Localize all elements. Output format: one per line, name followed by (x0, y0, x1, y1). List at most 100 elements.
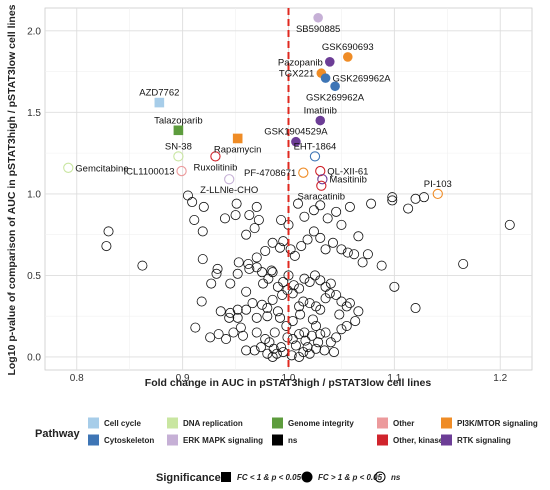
ns-point (357, 257, 368, 268)
ns-point (224, 312, 235, 323)
ns-point (213, 329, 224, 340)
ns-point (275, 242, 286, 253)
point-label: GSK1904529A (264, 127, 328, 138)
point-label: Talazoparib (154, 115, 203, 126)
labeled-point-open (63, 162, 74, 173)
ns-point (232, 304, 243, 315)
sig-point-circle (320, 73, 331, 83)
labeled-point-open (309, 151, 321, 162)
ns-point (228, 327, 239, 338)
ns-point (243, 259, 254, 270)
ns-point (241, 229, 252, 240)
ns-point (241, 286, 252, 297)
ns-point (197, 226, 208, 237)
ns-point (315, 275, 326, 286)
labeled-point-open (315, 165, 326, 177)
sig-point-circle (330, 81, 340, 92)
sig-point-square (232, 133, 243, 144)
ns-point (315, 232, 326, 243)
x-tick-label: 1.1 (387, 373, 401, 384)
point-label: GSK269962A (333, 74, 392, 85)
ns-point (221, 334, 232, 345)
legend-significance-label: ns (391, 473, 401, 482)
ns-point (231, 198, 242, 209)
y-tick-label: 0.0 (27, 352, 41, 363)
ns-point (311, 343, 322, 354)
ns-point (276, 214, 287, 225)
ns-point (253, 214, 264, 225)
ns-point (267, 294, 278, 305)
ns-point (299, 211, 310, 222)
ns-point (319, 345, 330, 356)
ns-point (187, 197, 198, 208)
labeled-point-open (224, 174, 235, 185)
ns-point (241, 304, 252, 315)
ns-point (103, 226, 114, 237)
ns-point (315, 304, 326, 315)
legend-swatch (441, 417, 452, 429)
ns-point (249, 345, 260, 356)
ns-point (251, 252, 262, 263)
point-label: SB590885 (296, 24, 340, 35)
point-label: EHT-1864 (294, 141, 337, 152)
x-tick-label: 1.0 (282, 373, 296, 384)
ns-point (189, 214, 200, 225)
ns-point (247, 298, 258, 309)
point-label: AZD7762 (139, 88, 179, 99)
ns-point (349, 249, 360, 260)
ns-point (260, 245, 271, 256)
ns-point (313, 337, 324, 348)
legend-open-circle-icon (374, 471, 386, 483)
ns-point (320, 281, 331, 292)
ns-point (251, 327, 262, 338)
legend-swatch (272, 434, 283, 446)
legend-swatch (272, 417, 283, 429)
ns-point (219, 213, 230, 224)
ns-point (262, 303, 273, 314)
ns-point (387, 192, 398, 203)
point-label: QL-XII-61 (327, 167, 368, 178)
ns-point (304, 298, 315, 309)
ns-point (327, 237, 338, 248)
ns-point (257, 267, 268, 278)
ns-point (232, 268, 243, 279)
ns-point (336, 244, 347, 255)
legend-swatch (167, 417, 178, 429)
ns-point (342, 247, 353, 258)
labeled-point-open (210, 151, 221, 162)
ns-point (389, 281, 400, 292)
sig-point-square (154, 97, 165, 108)
x-tick-labels: 0.8 0.9 1.0 1.1 1.2 (70, 373, 508, 384)
ns-point (362, 249, 373, 260)
ns-point (410, 303, 421, 314)
legend-swatch (88, 417, 99, 429)
ns-point (205, 332, 216, 343)
point-label: GSK269962A (306, 92, 365, 103)
ns-point (190, 322, 201, 333)
y-axis-title: Log10 p-value of comparison of AUC in pS… (6, 4, 18, 375)
ns-point (308, 205, 319, 216)
sig-point-circle (291, 136, 301, 147)
legend-label: Genome integrity (288, 419, 354, 428)
ns-point (350, 316, 361, 327)
labeled-point-open (317, 174, 328, 185)
point-label: Pazopanib (278, 57, 323, 68)
x-tick-label: 1.2 (493, 373, 507, 384)
ns-point (325, 278, 336, 289)
ns-point (244, 263, 255, 274)
ns-point (458, 259, 469, 270)
ns-point (344, 298, 355, 309)
ns-point (267, 237, 278, 248)
point-label: GSK690693 (322, 42, 374, 53)
ns-point (268, 343, 279, 354)
ns-point (211, 268, 222, 279)
ns-point (304, 276, 315, 287)
ns-point (286, 350, 297, 361)
ns-point (215, 306, 226, 317)
ns-point (235, 322, 246, 333)
ns-point (225, 278, 236, 289)
ns-point (267, 267, 278, 278)
ns-point (271, 348, 282, 359)
